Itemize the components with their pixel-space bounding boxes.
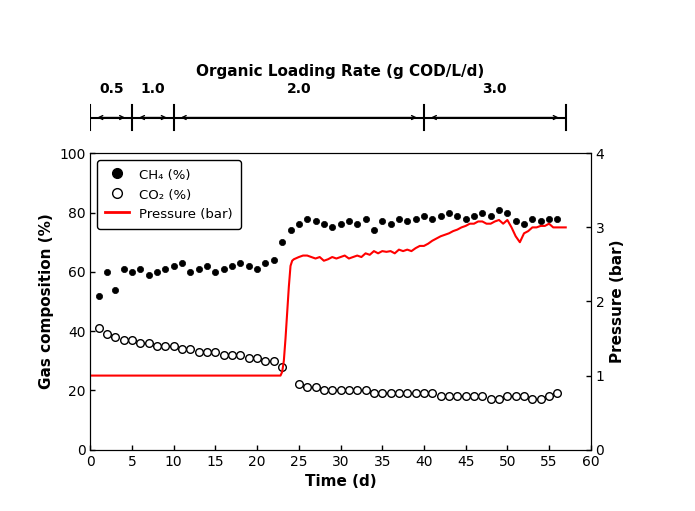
CO₂ (%) — [553, 390, 562, 397]
CO₂ (%) — [145, 340, 153, 346]
Pressure (bar) — [407, 248, 416, 254]
Pressure (bar) — [499, 221, 507, 227]
Line: CO₂ (%): CO₂ (%) — [95, 324, 561, 403]
CH₄ (%) — [553, 216, 562, 222]
CH₄ (%) — [353, 221, 361, 227]
CO₂ (%) — [512, 393, 520, 400]
Legend: CH₄ (%), CO₂ (%), Pressure (bar): CH₄ (%), CO₂ (%), Pressure (bar) — [97, 160, 240, 229]
Pressure (bar) — [86, 373, 95, 379]
Text: 2.0: 2.0 — [286, 82, 311, 96]
CO₂ (%) — [261, 358, 270, 364]
Pressure (bar) — [453, 226, 461, 233]
CO₂ (%) — [545, 393, 553, 400]
CO₂ (%) — [178, 346, 186, 352]
CO₂ (%) — [486, 396, 495, 402]
X-axis label: Time (d): Time (d) — [304, 474, 377, 489]
Y-axis label: Gas composition (%): Gas composition (%) — [38, 214, 54, 389]
CO₂ (%) — [95, 325, 103, 331]
Pressure (bar) — [286, 263, 295, 269]
CH₄ (%) — [495, 206, 503, 213]
Pressure (bar) — [495, 217, 503, 223]
Pressure (bar) — [445, 230, 453, 237]
CH₄ (%) — [395, 216, 403, 222]
Line: Pressure (bar): Pressure (bar) — [90, 220, 566, 376]
CH₄ (%) — [445, 210, 453, 216]
Line: CH₄ (%): CH₄ (%) — [96, 206, 560, 299]
CO₂ (%) — [203, 349, 211, 355]
Text: 3.0: 3.0 — [482, 82, 507, 96]
CH₄ (%) — [261, 260, 270, 266]
Text: 0.5: 0.5 — [99, 82, 124, 96]
Y-axis label: Pressure (bar): Pressure (bar) — [610, 240, 625, 363]
CH₄ (%) — [103, 269, 111, 275]
Pressure (bar) — [353, 252, 361, 259]
CH₄ (%) — [95, 292, 103, 298]
CH₄ (%) — [378, 218, 386, 224]
Text: Organic Loading Rate (g COD/L/d): Organic Loading Rate (g COD/L/d) — [197, 64, 484, 79]
Pressure (bar) — [562, 224, 570, 230]
Text: 1.0: 1.0 — [140, 82, 165, 96]
